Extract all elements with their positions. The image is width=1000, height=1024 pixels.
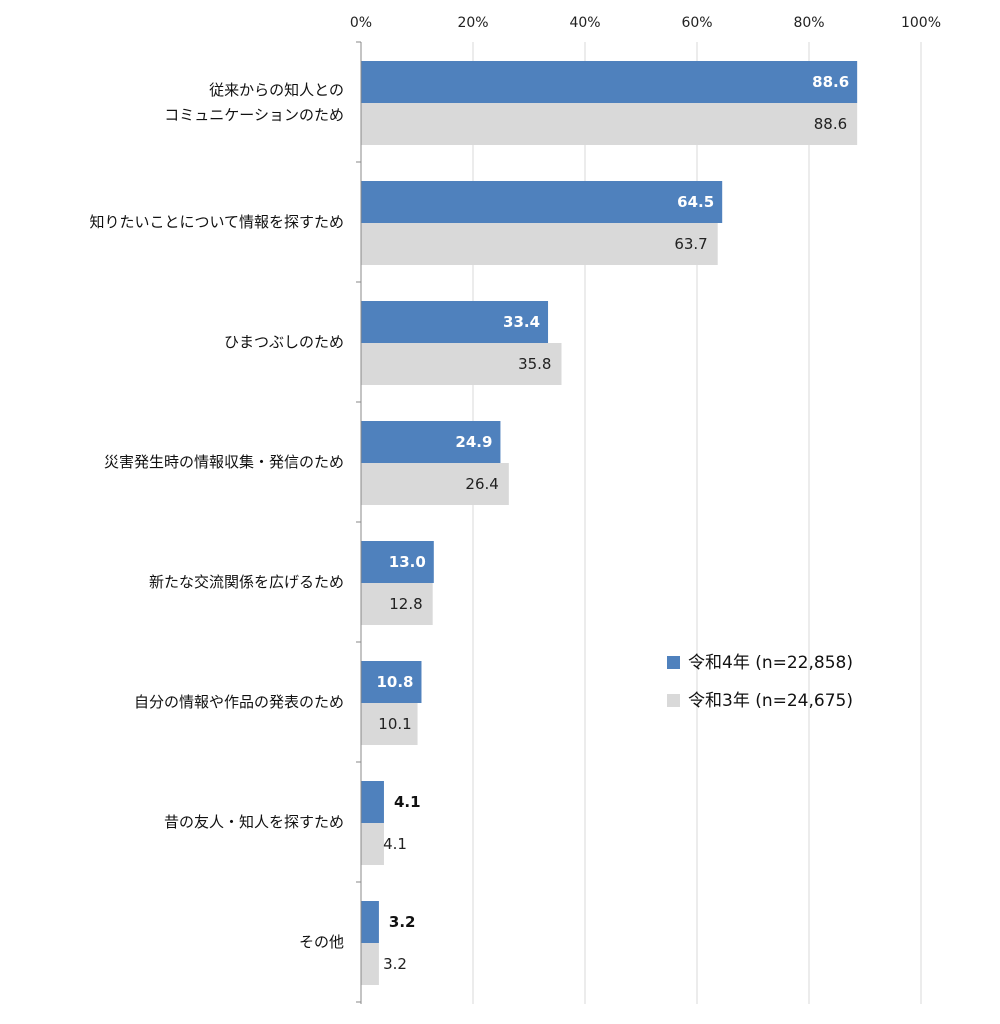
x-tick-label: 20%: [457, 15, 488, 31]
category-label: 知りたいことについて情報を探すため: [89, 213, 344, 231]
data-label: 10.8: [376, 673, 413, 691]
bar-current-year: [361, 181, 723, 223]
bar-current-year: [361, 421, 501, 463]
bar-previous-year: [361, 343, 562, 385]
category-label: 自分の情報や作品の発表のため: [134, 693, 344, 711]
category-labels: 従来からの知人とのコミュニケーションのため知りたいことについて情報を探すためひま…: [89, 81, 344, 951]
bar-current-year: [361, 781, 384, 823]
category-label: 従来からの知人との: [209, 81, 344, 99]
data-label: 4.1: [394, 793, 421, 811]
category-label: コミュニケーションのため: [164, 106, 344, 124]
data-label: 64.5: [677, 193, 714, 211]
bar-current-year: [361, 541, 434, 583]
bar-previous-year: [361, 103, 858, 145]
bar-previous-year: [361, 943, 379, 985]
data-label: 13.0: [389, 553, 426, 571]
bar-previous-year: [361, 463, 509, 505]
bars: [361, 61, 858, 985]
bar-current-year: [361, 661, 422, 703]
category-label: その他: [299, 933, 344, 951]
bar-current-year: [361, 301, 549, 343]
data-label: 3.2: [383, 955, 407, 973]
data-label: 88.6: [814, 115, 847, 133]
category-label: 昔の友人・知人を探すため: [164, 813, 344, 831]
legend-swatch: [667, 656, 680, 669]
bar-previous-year: [361, 703, 418, 745]
data-label: 24.9: [455, 433, 492, 451]
data-label: 3.2: [389, 913, 416, 931]
x-tick-label: 40%: [569, 15, 600, 31]
data-label: 12.8: [389, 595, 422, 613]
legend-entry: 令和4年 (n=22,858): [688, 653, 853, 673]
x-tick-label: 60%: [681, 15, 712, 31]
x-tick-label: 80%: [793, 15, 824, 31]
data-label: 10.1: [378, 715, 411, 733]
data-labels: 88.6 88.6 64.5 63.7 33.4 35.8 24.9 26.4 13.0 12.8…: [376, 73, 849, 973]
data-label: 4.1: [383, 835, 407, 853]
bar-previous-year: [361, 823, 384, 865]
bar-current-year: [361, 61, 858, 103]
data-label: 26.4: [465, 475, 498, 493]
x-tick-label: 0%: [350, 15, 372, 31]
bar-previous-year: [361, 583, 433, 625]
category-label: ひまつぶしのため: [224, 333, 344, 351]
x-tick-label: 100%: [901, 15, 941, 31]
data-label: 33.4: [503, 313, 540, 331]
legend: 令和4年 (n=22,858) 令和3年 (n=24,675): [667, 653, 853, 711]
data-label: 88.6: [812, 73, 849, 91]
x-axis-ticks: 0% 20% 40% 60% 80% 100%: [350, 15, 941, 31]
bar-current-year: [361, 901, 379, 943]
legend-swatch: [667, 694, 680, 707]
data-label: 35.8: [518, 355, 551, 373]
legend-entry: 令和3年 (n=24,675): [688, 691, 853, 711]
category-label: 災害発生時の情報収集・発信のため: [104, 453, 344, 471]
category-label: 新たな交流関係を広げるため: [149, 573, 344, 591]
data-label: 63.7: [674, 235, 707, 253]
bar-previous-year: [361, 223, 718, 265]
